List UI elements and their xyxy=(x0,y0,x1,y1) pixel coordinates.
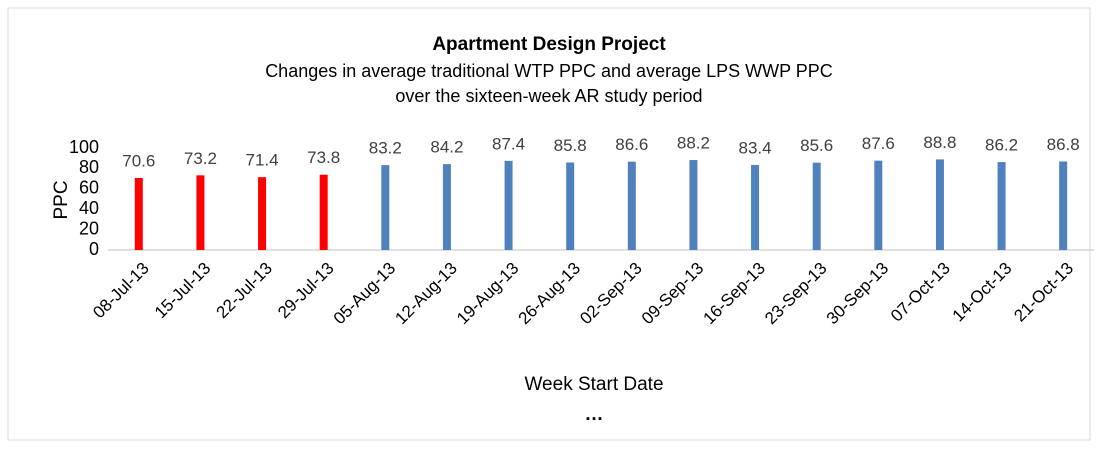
bar xyxy=(504,160,513,250)
data-label: 73.8 xyxy=(307,148,340,167)
bar xyxy=(381,165,390,250)
data-label: 87.4 xyxy=(492,134,525,153)
bar xyxy=(196,175,205,250)
data-label: 88.2 xyxy=(677,134,710,153)
data-label: 86.2 xyxy=(985,136,1018,155)
bar xyxy=(1059,161,1068,250)
bar xyxy=(442,164,451,250)
bar xyxy=(134,177,143,250)
bar xyxy=(689,160,698,250)
data-label: 85.8 xyxy=(554,136,587,155)
data-label: 70.6 xyxy=(122,151,155,170)
chart-subtitle: Changes in average traditional WTP PPC a… xyxy=(265,61,833,81)
bar xyxy=(997,162,1006,250)
y-tick-label: 0 xyxy=(89,239,99,259)
y-tick-label: 60 xyxy=(79,178,99,198)
data-label: 86.8 xyxy=(1047,135,1080,154)
y-tick-label: 80 xyxy=(79,157,99,177)
chart-subtitle: over the sixteen-week AR study period xyxy=(395,86,702,106)
chart-title: Apartment Design Project xyxy=(432,34,666,55)
y-tick-label: 20 xyxy=(79,218,99,238)
data-label: 87.6 xyxy=(862,134,895,153)
bar xyxy=(812,162,821,250)
bar xyxy=(319,174,328,250)
data-label: 85.6 xyxy=(800,136,833,155)
data-label: 83.2 xyxy=(369,139,402,158)
bar xyxy=(258,177,267,250)
data-label: 83.4 xyxy=(739,138,772,157)
bar xyxy=(627,161,636,250)
bar xyxy=(566,162,575,250)
bar xyxy=(935,159,944,250)
data-label: 84.2 xyxy=(430,138,463,157)
chart-frame xyxy=(7,7,1091,441)
data-label: 73.2 xyxy=(184,149,217,168)
y-tick-label: 40 xyxy=(79,198,99,218)
data-label: 86.6 xyxy=(615,135,648,154)
y-axis-label: PPC xyxy=(51,180,72,219)
y-tick-label: 100 xyxy=(69,137,99,157)
bar xyxy=(751,164,760,250)
annotation: … xyxy=(585,404,604,425)
bar xyxy=(874,160,883,250)
data-label: 88.8 xyxy=(923,133,956,152)
data-label: 71.4 xyxy=(246,151,279,170)
x-axis-label: Week Start Date xyxy=(524,374,663,395)
